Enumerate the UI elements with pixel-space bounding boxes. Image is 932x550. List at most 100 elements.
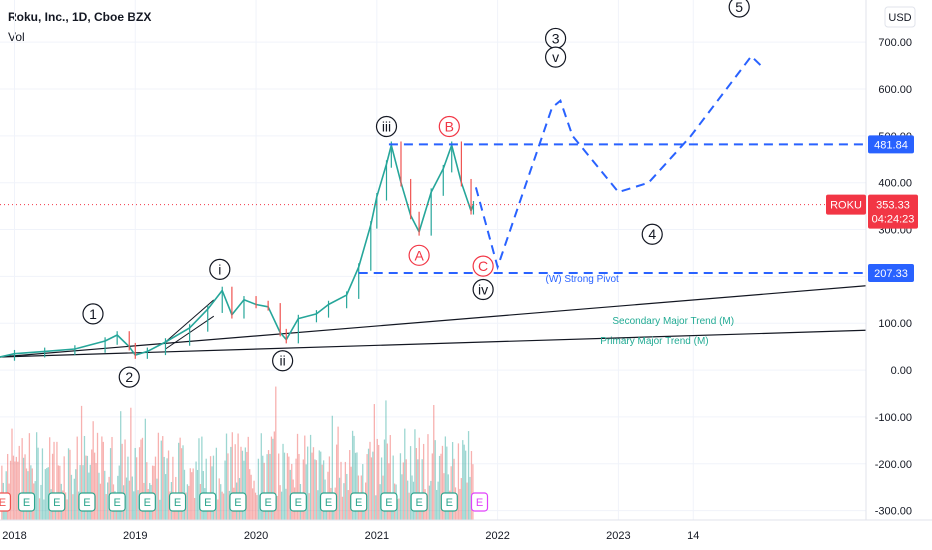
volume-bar (127, 456, 129, 520)
wave-marker-label-10: v (552, 49, 559, 65)
volume-bar (460, 478, 462, 520)
volume-bar (53, 441, 55, 520)
earnings-badge (138, 492, 156, 512)
volume-bar (212, 455, 215, 520)
volume-bar (440, 453, 442, 520)
volume-bar (205, 458, 207, 520)
volume-bar (18, 445, 20, 520)
volume-bar (141, 437, 144, 520)
volume-bar (75, 469, 77, 520)
volume-bar (47, 467, 49, 520)
volume-bar (470, 451, 473, 520)
volume-bar (241, 450, 244, 520)
volume-bar (260, 433, 262, 520)
volume-bar (186, 484, 189, 520)
volume-bar (140, 439, 142, 520)
volume-bar (225, 433, 228, 520)
volume-bar (250, 474, 252, 520)
wave-marker-label-5: A (414, 247, 424, 263)
level-tag-label-0: 481.84 (874, 139, 908, 151)
volume-bar (405, 459, 407, 520)
volume-bar (437, 481, 439, 520)
currency-button[interactable]: USD (884, 6, 916, 28)
volume-bar (457, 443, 460, 520)
wave-marker-circle-3 (272, 350, 294, 372)
volume-bar (389, 435, 391, 520)
volume-bar (422, 443, 425, 520)
wave-marker-label-8: iv (478, 282, 488, 298)
volume-bar (462, 440, 464, 520)
earnings-badge-label: E (446, 497, 453, 509)
volume-bar (21, 438, 23, 520)
volume-bar (146, 462, 148, 520)
volume-bar (224, 460, 226, 520)
volume-bar (220, 484, 222, 520)
volume-bar (328, 456, 331, 520)
volume-bar (195, 461, 197, 520)
volume-bar (414, 429, 416, 520)
volume-bar (230, 446, 232, 520)
volume-bar (83, 435, 86, 520)
volume-bar (276, 495, 278, 520)
last-price-countdown: 04:24:23 (872, 214, 915, 226)
volume-bar (376, 438, 378, 520)
earnings-badge (199, 492, 217, 512)
price-tick-label: 700.00 (878, 37, 912, 49)
volume-bar (343, 483, 345, 520)
wave-marker-label-6: B (445, 118, 454, 134)
volume-bar (444, 436, 447, 520)
price-tick-label: 400.00 (878, 178, 912, 190)
volume-bar (321, 464, 323, 520)
volume-bar (251, 488, 254, 520)
volume-bar (291, 463, 293, 520)
volume-bar (120, 411, 122, 520)
volume-bar (14, 461, 16, 520)
volume-bar (15, 456, 18, 520)
volume-bar (318, 450, 320, 520)
earnings-badge-label: E (204, 497, 211, 509)
volume-bar (198, 438, 200, 520)
volume-bar (373, 404, 375, 520)
volume-bar (309, 434, 312, 520)
volume-bar (295, 458, 297, 520)
volume-bar (98, 472, 100, 520)
volume-bar (73, 478, 75, 520)
symbol-tag (826, 194, 866, 215)
volume-bar (380, 457, 383, 520)
level-tag-1 (868, 263, 914, 282)
price-tick-label: -300.00 (875, 506, 912, 518)
volume-bar (180, 448, 183, 520)
volume-bar (130, 407, 132, 520)
volume-bar (179, 437, 181, 520)
time-tick-label: 14 (687, 530, 699, 542)
trend-line-0 (0, 285, 867, 358)
wave-marker-circle-8 (472, 278, 494, 301)
volume-bar (189, 468, 191, 520)
volume-bar (221, 491, 223, 520)
time-tick-label: 2019 (123, 530, 147, 542)
volume-bar (22, 457, 25, 520)
earnings-badge-label: E (113, 497, 120, 509)
earnings-badge (168, 492, 187, 512)
earnings-badge-label: E (0, 497, 6, 509)
earnings-badge (48, 492, 66, 512)
volume-bar (86, 455, 89, 520)
time-tick-label: 2021 (365, 530, 389, 542)
price-line (0, 144, 475, 358)
time-tick-label: 2023 (606, 530, 630, 542)
volume-bar (79, 465, 81, 520)
volume-bar (9, 460, 12, 520)
volume-bar (356, 452, 358, 520)
volume-bar (372, 451, 374, 520)
earnings-badge-label: E (53, 497, 60, 509)
symbol-title: Roku, Inc., 1D, Cboe BZX (8, 10, 152, 24)
volume-bar (434, 440, 436, 520)
price-tick-label: 0.00 (891, 365, 912, 377)
volume-bar (367, 448, 370, 520)
earnings-badge-label: E (325, 497, 332, 509)
volume-bar (253, 480, 255, 520)
volume-bar (7, 453, 9, 520)
volume-bar (401, 474, 403, 520)
volume-bar (263, 462, 265, 520)
